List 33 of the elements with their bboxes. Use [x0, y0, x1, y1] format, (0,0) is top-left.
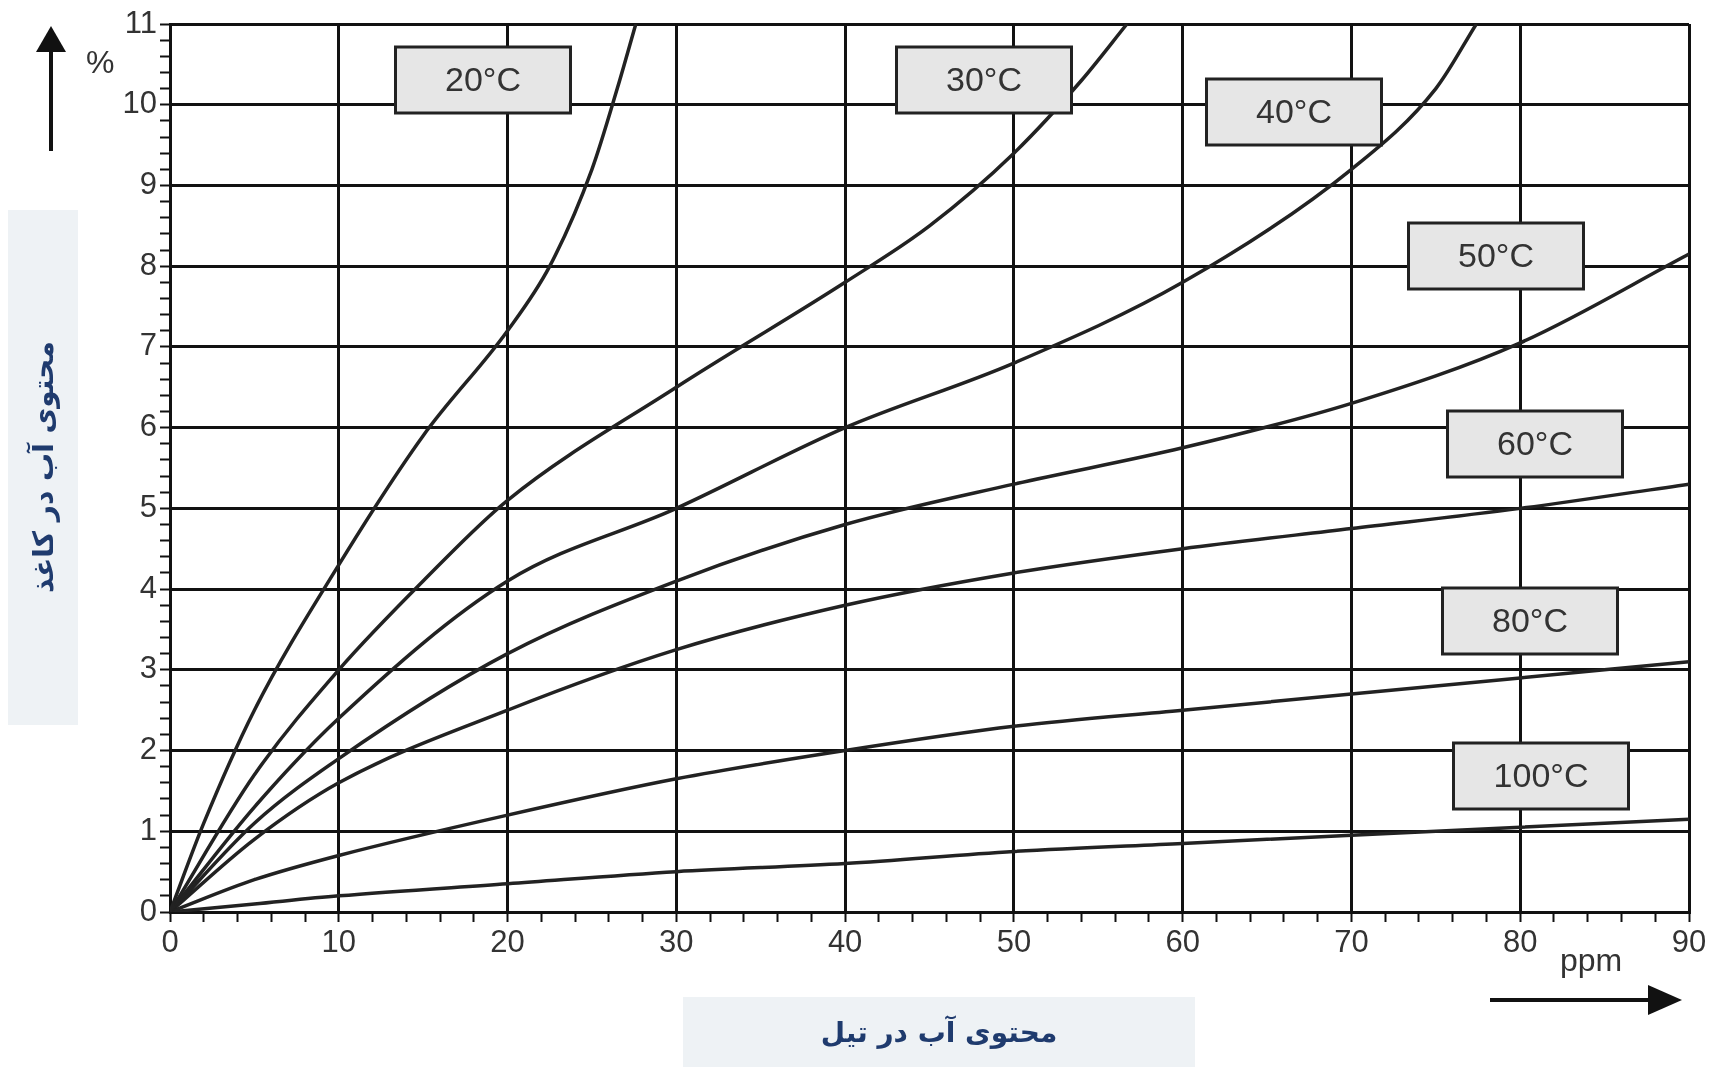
annotation: 40°C — [1256, 92, 1332, 131]
annotation: 20°C — [445, 60, 521, 99]
y-tick-label: 11 — [124, 4, 157, 40]
x-tick-label: 50 — [996, 924, 1032, 960]
y-tick-label: 1 — [139, 811, 157, 847]
x-tick-label: 0 — [161, 924, 179, 960]
x-axis-title: محتوی آب در تیل — [683, 997, 1195, 1067]
y-tick-label: 6 — [139, 408, 157, 444]
x-tick-label: 80 — [1502, 924, 1538, 960]
x-tick-label: 20 — [490, 924, 525, 960]
y-tick-label: 2 — [139, 731, 157, 767]
y-axis-title: محتوی آب در کاغذ — [8, 210, 78, 725]
y-tick-label: 10 — [122, 85, 157, 121]
text: % — [86, 44, 115, 81]
y-tick-label: 4 — [139, 569, 157, 605]
y-tick-label: 9 — [139, 166, 157, 201]
x-tick-label: 30 — [659, 924, 694, 960]
y-tick-label: 5 — [139, 488, 157, 524]
x-tick-label: 10 — [321, 924, 357, 960]
y-tick-label: 0 — [139, 892, 157, 928]
x-tick-label: 60 — [1165, 924, 1200, 960]
text: ppm — [1560, 942, 1623, 979]
annotation: 100°C — [1493, 756, 1589, 795]
x-tick-label: 70 — [1334, 924, 1369, 960]
y-tick-label: 3 — [139, 650, 157, 686]
annotation: 80°C — [1492, 601, 1568, 640]
annotation: 60°C — [1497, 424, 1573, 463]
x-tick-label: 40 — [827, 924, 863, 960]
y-tick-label: 7 — [139, 327, 157, 363]
x-tick-label: 90 — [1671, 924, 1707, 960]
annotation: 30°C — [946, 60, 1022, 99]
y-tick-label: 8 — [139, 246, 157, 282]
annotation: 50°C — [1458, 236, 1534, 275]
